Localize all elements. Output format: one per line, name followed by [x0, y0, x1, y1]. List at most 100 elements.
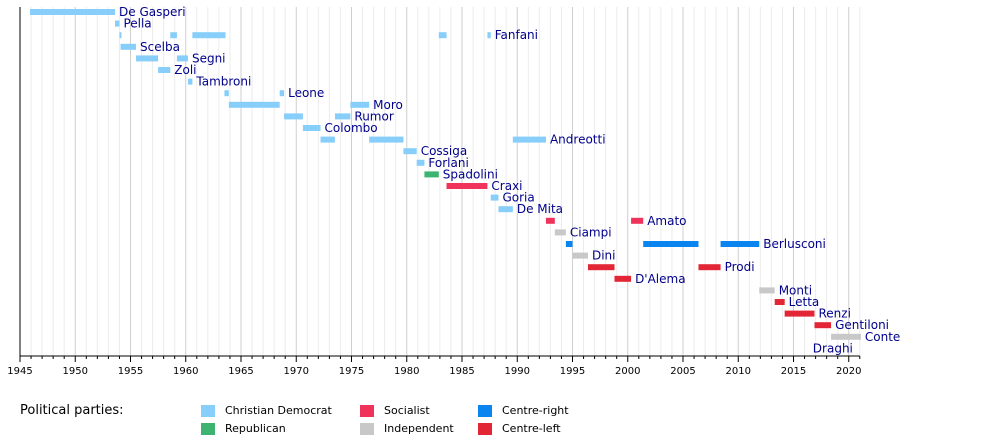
pm-label: De Gasperi: [119, 5, 186, 19]
tick-label: 1985: [449, 366, 474, 377]
term-bar: [643, 241, 699, 247]
pm-label: Rumor: [354, 109, 393, 123]
term-bar: [187, 78, 193, 85]
term-bar: [512, 136, 546, 143]
legend-swatch: [201, 423, 215, 435]
pm-label: Segni: [192, 51, 226, 65]
term-bar: [334, 113, 351, 120]
pm-label: Draghi: [813, 341, 853, 355]
term-bar: [284, 113, 303, 120]
pm-label: Colombo: [325, 121, 378, 135]
term-bar: [446, 183, 488, 189]
term-bar: [350, 101, 370, 108]
tick-label: 1955: [118, 366, 143, 377]
legend-swatch: [478, 423, 492, 435]
term-bar: [29, 9, 116, 15]
term-bar: [424, 171, 439, 178]
term-bar: [614, 275, 632, 282]
pm-label: Goria: [502, 191, 534, 205]
pm-label: Moro: [373, 98, 403, 112]
pm-label: Spadolini: [443, 167, 498, 181]
term-bar: [698, 264, 721, 271]
legend-swatch: [360, 423, 374, 435]
term-bar: [831, 333, 861, 340]
term-bar: [302, 125, 321, 131]
tick-label: 1945: [7, 366, 32, 377]
term-bars: [29, 9, 861, 340]
tick-label: 1960: [173, 366, 198, 377]
term-bar: [631, 217, 644, 224]
legend-swatch: [201, 405, 215, 417]
term-bar: [490, 194, 499, 201]
tick-label: 1995: [560, 366, 585, 377]
pm-label: Letta: [789, 295, 820, 309]
pm-label: Scelba: [140, 40, 180, 54]
pm-label: Conte: [865, 330, 900, 344]
tick-label: 2020: [836, 366, 861, 377]
term-bar: [438, 32, 447, 39]
term-bar: [720, 241, 760, 247]
term-bar: [759, 287, 775, 294]
term-bar: [403, 148, 417, 155]
pm-label: Tambroni: [195, 75, 251, 89]
tick-label: 1950: [63, 366, 88, 377]
pm-label: Andreotti: [550, 133, 606, 147]
tick-label: 2000: [615, 366, 640, 377]
pm-label: Fanfani: [495, 28, 538, 42]
term-bar: [545, 217, 555, 224]
term-bar: [784, 310, 815, 317]
x-axis: 1945 1950 1955 1960 1965 1970 1975 1980 1985 1990…: [7, 7, 861, 377]
pm-label: Cossiga: [421, 144, 468, 158]
pm-label: Dini: [592, 249, 616, 263]
term-bar: [120, 43, 137, 50]
term-bar: [416, 159, 425, 166]
legend-label: Christian Democrat: [225, 404, 332, 417]
tick-label: 1980: [394, 366, 419, 377]
pm-label: Prodi: [725, 260, 755, 274]
term-bar: [554, 229, 566, 236]
tick-label: 1975: [339, 366, 364, 377]
pm-label: Amato: [647, 214, 686, 228]
tick-label: 2005: [670, 366, 695, 377]
pm-label: Ciampi: [570, 225, 612, 239]
legend-label: Centre-left: [502, 422, 561, 435]
pm-label: Monti: [779, 283, 812, 297]
tick-label: 1965: [228, 366, 253, 377]
term-bar: [192, 32, 226, 39]
tick-label: 2010: [726, 366, 751, 377]
term-bar: [170, 32, 177, 39]
term-bar: [774, 299, 785, 305]
pm-label: Craxi: [491, 179, 522, 193]
pm-label: Leone: [288, 86, 324, 100]
tick-label: 1970: [284, 366, 309, 377]
pm-label: Renzi: [818, 307, 850, 321]
pm-label: Zoli: [174, 63, 196, 77]
term-bar: [587, 264, 615, 271]
term-bar: [320, 136, 335, 143]
term-bar: [115, 20, 120, 27]
legend-label: Independent: [384, 422, 454, 435]
legend-title: Political parties:: [20, 403, 124, 418]
tick-label: 1990: [505, 366, 530, 377]
pm-label: Berlusconi: [763, 237, 826, 251]
pm-label: De Mita: [517, 202, 563, 216]
term-bar: [136, 55, 159, 62]
pm-label: Gentiloni: [835, 318, 889, 332]
gridlines: [19, 7, 861, 356]
legend-swatch: [478, 405, 492, 417]
term-bar: [228, 101, 280, 108]
pm-label: D'Alema: [635, 272, 686, 286]
term-bar: [498, 206, 513, 213]
legend-label: Socialist: [384, 404, 430, 417]
legend-label: Republican: [225, 422, 286, 435]
tick-label: 2015: [781, 366, 806, 377]
term-bar: [158, 67, 171, 73]
term-bar: [487, 32, 491, 39]
term-bar: [565, 241, 573, 247]
term-bar: [572, 252, 588, 259]
term-bar: [119, 32, 122, 39]
pm-label: Forlani: [428, 156, 468, 170]
term-bar: [176, 55, 188, 62]
legend-label: Centre-right: [502, 404, 569, 417]
